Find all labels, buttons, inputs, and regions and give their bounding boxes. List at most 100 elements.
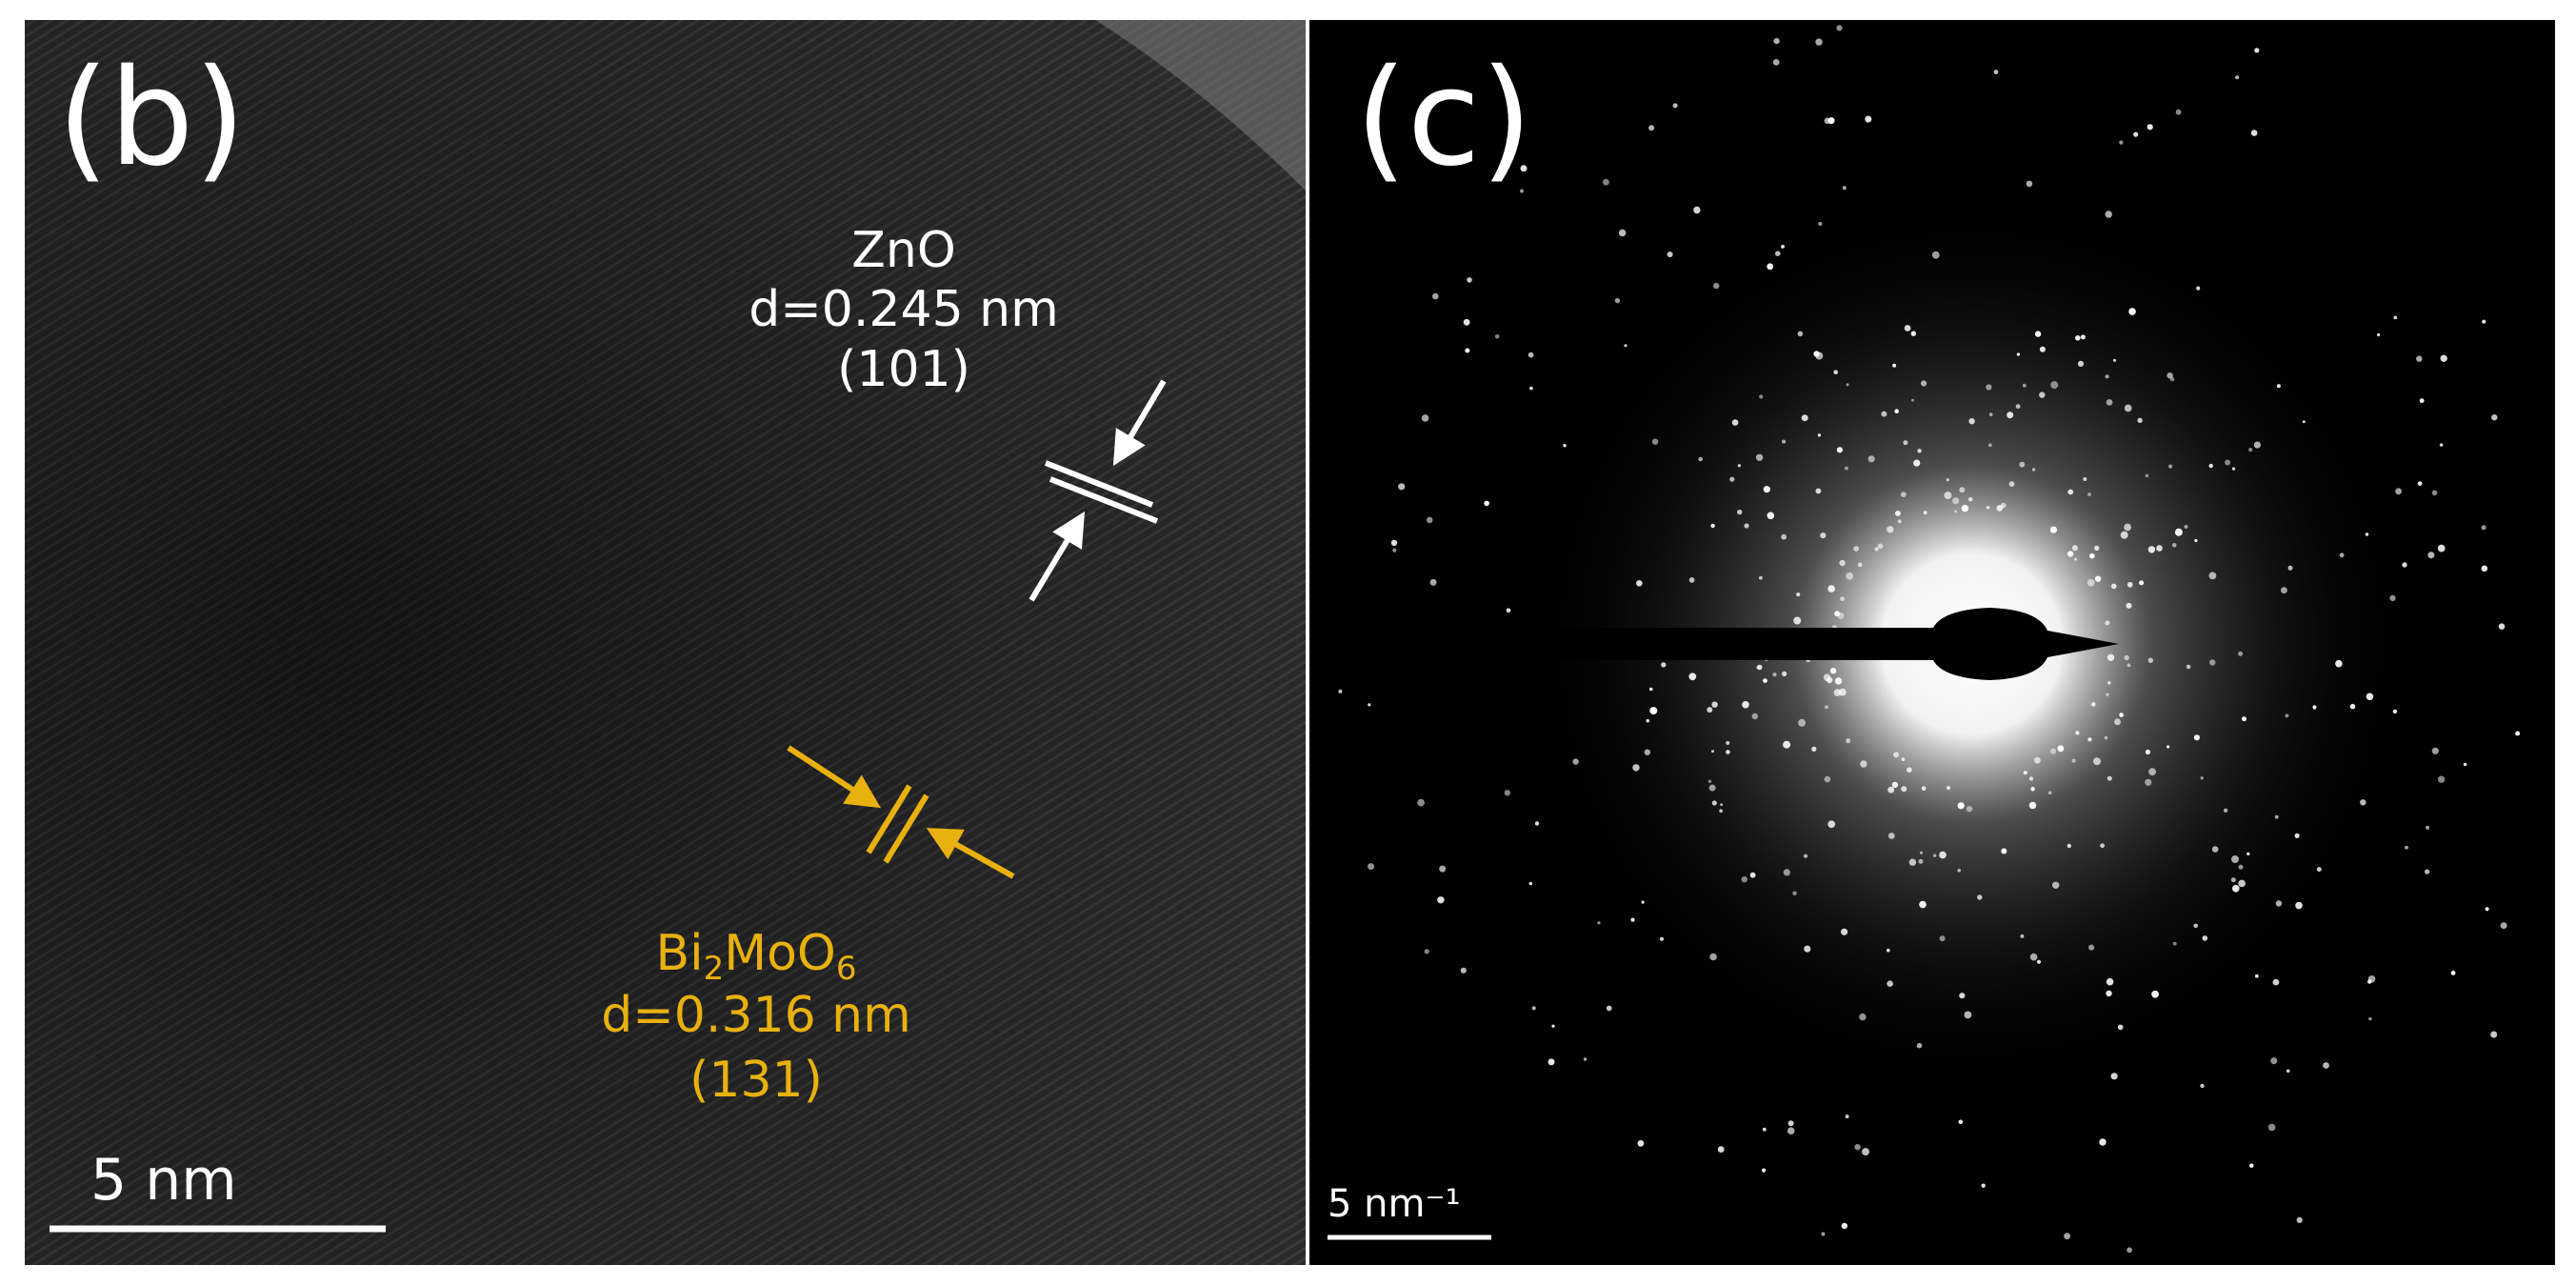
spot <box>2481 525 2486 531</box>
spot <box>2106 693 2109 696</box>
phase-name: Bi2MoO6 <box>655 925 856 988</box>
spot <box>1719 809 1723 813</box>
spot <box>2392 709 2398 714</box>
spot <box>2294 833 2300 839</box>
spot <box>1698 456 1703 462</box>
spot <box>2107 681 2111 685</box>
spot <box>1874 547 1879 552</box>
spot <box>2105 620 2110 626</box>
spot <box>1484 500 1489 507</box>
spot <box>1548 1058 1555 1066</box>
spot <box>2105 211 2112 218</box>
spot <box>2071 545 2078 552</box>
spot <box>1667 251 1673 258</box>
spot <box>1954 510 1958 513</box>
spot <box>1773 38 1780 45</box>
spot <box>2490 1031 2498 1038</box>
spot <box>2238 879 2246 888</box>
spot <box>2231 855 2239 863</box>
spot <box>1749 872 1756 878</box>
spot <box>1797 331 1804 337</box>
spot <box>1829 668 1837 674</box>
spot <box>2175 109 2182 115</box>
spot <box>1467 277 1472 283</box>
spot <box>1892 363 1897 368</box>
spot <box>2255 974 2259 978</box>
spot <box>2349 703 2356 710</box>
spot <box>1900 492 1907 497</box>
spot <box>1439 865 1447 873</box>
spot <box>1494 334 1500 339</box>
spot <box>1815 38 1823 46</box>
spot <box>2110 583 2117 590</box>
spot <box>1424 949 1429 954</box>
spot <box>2167 745 2170 749</box>
spot <box>2034 331 2042 337</box>
spot <box>2031 468 2036 472</box>
spot <box>2365 532 2369 536</box>
spot <box>2194 538 2198 543</box>
spot <box>2250 130 2258 136</box>
spot <box>2047 791 2052 795</box>
spot <box>1429 578 1437 586</box>
spot <box>1398 483 1406 491</box>
spot <box>2133 131 2139 137</box>
spot <box>1783 740 1791 749</box>
spot <box>2209 659 2216 666</box>
spot <box>1815 351 1824 360</box>
spot <box>2274 814 2279 819</box>
spot <box>2440 354 2447 362</box>
spot <box>2145 473 2149 478</box>
spot <box>2036 959 2042 964</box>
spot <box>2094 545 2100 552</box>
spot <box>2270 1057 2278 1065</box>
spot <box>1841 928 1848 935</box>
spot <box>1977 894 1983 900</box>
spot <box>1862 1148 1869 1156</box>
spot <box>1531 1006 1536 1011</box>
spot <box>1817 433 1821 437</box>
spot <box>1632 764 1640 772</box>
spot <box>2114 718 2121 726</box>
spot <box>1827 585 1835 592</box>
spot <box>1759 394 1764 399</box>
spot <box>1827 820 1836 829</box>
spot <box>1751 713 1759 720</box>
spot <box>1465 348 1470 353</box>
spot <box>2087 737 2092 742</box>
d-spacing: d=0.316 nm <box>601 987 911 1044</box>
spot <box>2481 565 2488 572</box>
spot <box>2208 463 2213 469</box>
spot <box>2281 587 2287 594</box>
spot <box>1853 546 1860 552</box>
spot <box>1504 790 1511 796</box>
spot <box>1901 757 1906 761</box>
spot <box>2112 358 2117 362</box>
spot <box>1836 25 1843 31</box>
spot <box>2275 900 2283 907</box>
spot <box>2515 731 2521 736</box>
plane: (131) <box>689 1052 823 1109</box>
spot <box>1707 707 1713 713</box>
spot <box>2049 748 2057 754</box>
spot <box>2238 864 2244 870</box>
spot <box>1921 380 1927 387</box>
spot <box>1711 701 1718 708</box>
spot <box>1614 297 1621 304</box>
spot <box>1707 779 1712 783</box>
spot <box>2026 180 2033 188</box>
spot <box>2196 286 2201 291</box>
spot <box>1688 577 1695 583</box>
spot <box>1803 853 1808 858</box>
spot <box>2254 48 2260 53</box>
spot <box>1857 562 1863 568</box>
spot <box>1825 705 1828 710</box>
spot <box>2049 526 2057 533</box>
spot <box>2249 1163 2254 1168</box>
spot <box>2124 523 2132 532</box>
spot <box>1506 608 1511 613</box>
spot <box>1893 752 1900 758</box>
spot <box>1711 750 1714 753</box>
spot <box>1426 516 1433 524</box>
